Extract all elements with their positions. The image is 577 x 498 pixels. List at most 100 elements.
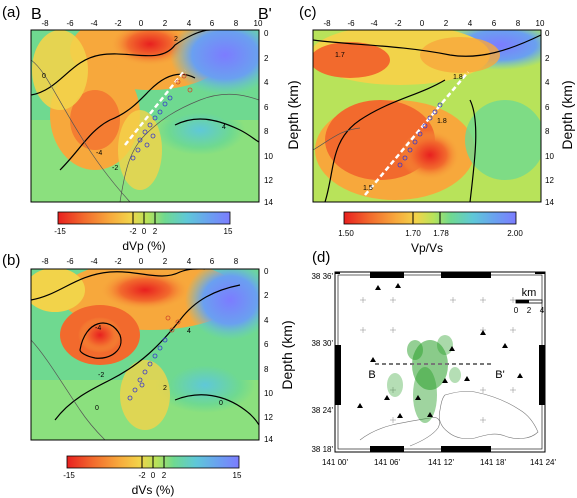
panel-b-x-ticks: -8 -6 -4 -2 0 2 4 6 8 [41, 257, 238, 266]
tick-label: 12 [545, 176, 554, 185]
tick-label: 141 06' [374, 458, 400, 467]
panel-a-label: (a) [2, 4, 20, 21]
tick-label: -4 [90, 19, 98, 28]
colorbar-tick: 0 [151, 471, 156, 480]
tick-label: 6 [492, 19, 497, 28]
contour-label: 0 [95, 405, 99, 412]
tick-label: 141 24' [530, 458, 556, 467]
colorbar-tick: 1.78 [433, 229, 449, 238]
tick-label: 0 [545, 29, 550, 38]
tick-label: 8 [545, 127, 550, 136]
panel-a-endpoint-left: B [31, 6, 42, 23]
panel-c-x-ticks: -8 -6 -4 -2 0 2 4 6 8 10 [323, 19, 545, 28]
tick-label: 14 [545, 198, 554, 207]
panel-d-lat-ticks: 38 36' 38 30' 38 24' 38 18' [311, 272, 333, 454]
panel-b-label: (b) [2, 252, 20, 269]
tick-label: 12 [264, 413, 273, 422]
tick-label: -2 [394, 19, 402, 28]
tick-label: 10 [536, 19, 545, 28]
panel-a-contour-labels: -4 0 -2 2 4 [42, 36, 226, 172]
colorbar-tick: 1.50 [338, 229, 354, 238]
panel-d-endpoint-right: B' [495, 369, 504, 381]
tick-label: 2 [163, 257, 168, 266]
tick-label: -6 [347, 19, 355, 28]
tick-label: 8 [234, 19, 239, 28]
tick-label: 8 [234, 257, 239, 266]
tick-label: -4 [90, 257, 98, 266]
colorbar-tick: -15 [54, 227, 66, 236]
tick-label: 14 [264, 435, 273, 444]
tick-label: 2 [163, 19, 168, 28]
panel-a-y-ticks: 0 2 4 6 8 10 12 14 [264, 29, 273, 207]
tick-label: 10 [545, 152, 554, 161]
tick-label: -2 [114, 257, 122, 266]
tick-label: 2 [444, 19, 449, 28]
tick-label: 0 [139, 19, 144, 28]
panel-b-tomogram [31, 269, 259, 440]
tick-label: 0 [420, 19, 425, 28]
colorbar-label: Vp/Vs [411, 241, 443, 255]
contour-label: 4 [222, 124, 226, 131]
panel-d-frame-blocks [335, 272, 545, 452]
panel-c-y-ticks: 0 2 4 6 8 10 12 14 [545, 29, 554, 207]
colorbar-tick: 15 [224, 227, 233, 236]
panel-a-endpoint-right: B' [258, 6, 272, 23]
panel-c-contour-labels: 1.5 1.8 1.8 1.7 [335, 52, 463, 192]
panel-a: (a) B B' [2, 4, 273, 253]
contour-label: 4 [187, 328, 191, 335]
panel-b-contour-labels: -4 -2 0 2 4 0 [95, 325, 223, 412]
tick-label: -8 [323, 19, 331, 28]
panel-d-earthquakes [387, 335, 461, 423]
panel-b-y-axis-label: Depth (km) [279, 320, 295, 389]
tick-label: 0 [264, 267, 269, 276]
contour-label: -4 [95, 325, 101, 332]
tick-label: 38 30' [311, 339, 333, 348]
scale-tick: 2 [527, 306, 532, 315]
tick-label: -4 [370, 19, 378, 28]
contour-label: 0 [219, 400, 223, 407]
tick-label: 8 [264, 127, 269, 136]
contour-label: -2 [112, 165, 118, 172]
panel-d-endpoint-left: B [368, 369, 375, 381]
contour-label: 0 [42, 73, 46, 80]
tick-label: 38 24' [311, 406, 333, 415]
tick-label: 14 [264, 198, 273, 207]
colorbar-tick: 2 [153, 227, 158, 236]
tick-label: 2 [545, 54, 550, 63]
panel-d-stations [357, 283, 523, 418]
colorbar-tick: 2.00 [507, 229, 523, 238]
tick-label: 6 [210, 19, 215, 28]
contour-label: 2 [174, 36, 178, 43]
tick-label: 0 [139, 257, 144, 266]
tick-label: 6 [264, 103, 269, 112]
colorbar-tick: -2 [129, 227, 137, 236]
tick-label: 4 [187, 257, 192, 266]
tick-label: 141 00' [322, 458, 348, 467]
panel-a-colorbar: -15 -2 0 2 15 dVp (%) [54, 211, 233, 253]
tick-label: 0 [264, 29, 269, 38]
panel-d-label: (d) [312, 249, 330, 266]
tick-label: 141 18' [480, 458, 506, 467]
tick-label: 8 [516, 19, 521, 28]
panel-d-lon-ticks: 141 00' 141 06' 141 12' 141 18' 141 24' [322, 458, 556, 467]
panel-c: (c) -8 -6 -4 -2 [299, 4, 575, 255]
panel-c-label: (c) [299, 4, 317, 21]
tick-label: 4 [187, 19, 192, 28]
colorbar-tick: -15 [63, 471, 75, 480]
tick-label: 6 [210, 257, 215, 266]
scale-tick: 0 [514, 306, 519, 315]
panel-c-tomogram [313, 30, 541, 202]
tick-label: 2 [264, 291, 269, 300]
colorbar-tick: 1.70 [405, 229, 421, 238]
scale-unit: km [522, 287, 537, 299]
colorbar-tick: -2 [138, 471, 146, 480]
tick-label: 2 [264, 54, 269, 63]
panel-b-y-ticks: 0 2 4 6 8 10 12 14 [264, 267, 273, 444]
tick-label: -2 [114, 19, 122, 28]
panel-a-tomogram [31, 30, 259, 202]
panel-a-x-ticks: -8 -6 -4 -2 0 2 4 6 8 10 [41, 19, 263, 28]
contour-label: 2 [163, 385, 167, 392]
panel-d-grid-crosses [360, 297, 516, 423]
colorbar-tick: 0 [142, 227, 147, 236]
